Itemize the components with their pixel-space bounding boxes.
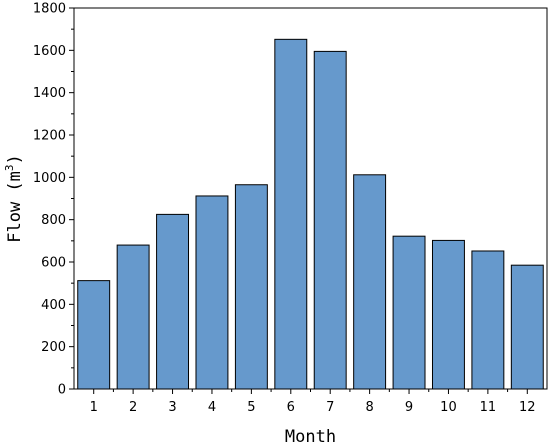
- bar-month-3: [156, 213, 190, 390]
- y-axis-ticks: 0 200 400 600 800 1000 1200 1400 1600 1800: [33, 2, 74, 398]
- x-tick-label: 4: [208, 400, 216, 415]
- y-tick-label: 1200: [33, 129, 66, 144]
- y-tick-label: 400: [41, 298, 66, 313]
- y-tick-label: 0: [58, 383, 66, 398]
- y-tick-label: 1000: [33, 171, 66, 186]
- bar-month-4: [195, 195, 229, 390]
- x-axis-title: Month: [285, 427, 336, 447]
- x-tick-label: 11: [480, 400, 497, 415]
- y-tick-label: 1400: [33, 86, 66, 101]
- x-axis-ticks: 1 2 3 4 5 6 7 8 9 10 11 12: [90, 389, 536, 415]
- x-tick-label: 1: [90, 400, 98, 415]
- bar-month-10: [431, 239, 465, 390]
- x-tick-label: 3: [168, 400, 176, 415]
- x-tick-label: 8: [365, 400, 373, 415]
- x-tick-label: 10: [440, 400, 457, 415]
- bar-month-5: [234, 184, 268, 390]
- x-tick-label: 9: [405, 400, 413, 415]
- bars-group: [77, 38, 544, 390]
- x-tick-label: 7: [326, 400, 334, 415]
- y-axis-title-superscript: 3: [3, 164, 16, 171]
- x-tick-label: 12: [519, 400, 536, 415]
- bar-month-12: [510, 264, 544, 390]
- y-tick-label: 800: [41, 213, 66, 228]
- y-tick-label: 600: [41, 256, 66, 271]
- y-axis-title-text: Flow (m: [5, 171, 25, 243]
- y-axis-title-suffix: ): [5, 154, 25, 164]
- x-tick-label: 2: [129, 400, 137, 415]
- plot-frame: [73, 7, 548, 390]
- y-axis-title: Flow (m3): [3, 154, 25, 243]
- y-tick-label: 1800: [33, 2, 66, 17]
- bar-month-8: [353, 174, 387, 390]
- bar-month-6: [274, 38, 308, 390]
- bar-month-9: [392, 235, 426, 390]
- y-tick-label: 200: [41, 340, 66, 355]
- bar-month-11: [471, 250, 505, 390]
- x-tick-label: 6: [287, 400, 295, 415]
- bar-month-1: [77, 280, 111, 390]
- x-tick-label: 5: [247, 400, 255, 415]
- bar-month-2: [116, 244, 150, 390]
- y-tick-label: 1600: [33, 44, 66, 59]
- bar-month-7: [313, 50, 347, 390]
